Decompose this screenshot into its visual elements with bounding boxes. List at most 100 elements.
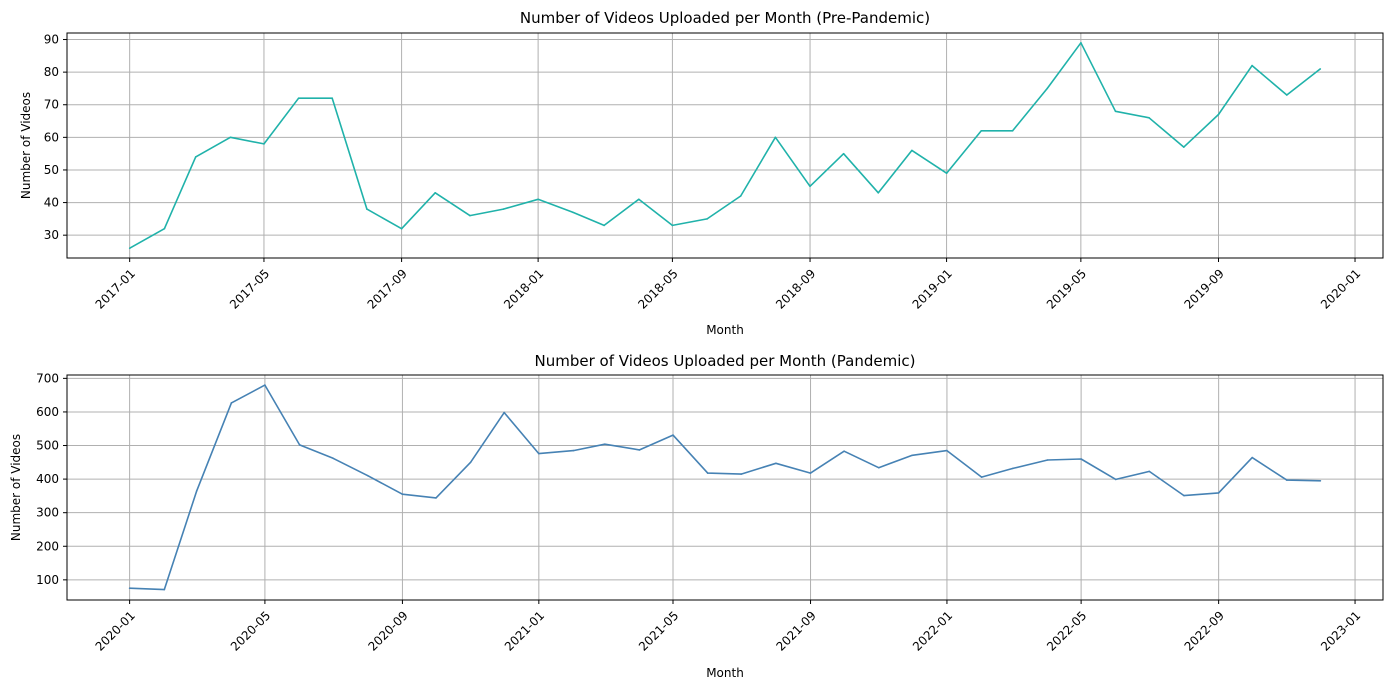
data-point — [775, 462, 777, 465]
data-point — [1148, 470, 1151, 473]
data-point — [1251, 456, 1253, 459]
y-axis-label: Number of Videos — [19, 92, 33, 199]
data-point — [128, 247, 131, 249]
x-tick-label: 2021-05 — [636, 608, 681, 653]
y-tick-label: 400 — [36, 472, 59, 486]
data-point — [877, 192, 880, 194]
data-point — [195, 490, 198, 492]
data-point — [538, 452, 540, 455]
data-point — [945, 172, 948, 174]
data-point — [1217, 113, 1220, 116]
data-point — [263, 143, 265, 145]
chart-pre-pandemic: 30 40 50 60 70 80 90 2017-01 2017-05 2017-09 2018-… — [19, 9, 1384, 337]
x-tick-label: 2018-09 — [773, 266, 818, 311]
data-point — [739, 195, 742, 197]
y-tick-label: 100 — [36, 573, 59, 587]
data-point — [1251, 64, 1253, 67]
data-point — [672, 434, 674, 436]
y-tick-label: 50 — [44, 163, 59, 177]
data-point — [1286, 94, 1288, 96]
data-point — [502, 208, 505, 210]
x-tick-label: 2018-01 — [501, 266, 546, 311]
data-point — [572, 211, 574, 214]
data-point — [332, 457, 334, 460]
data-point — [163, 588, 166, 591]
data-point — [603, 224, 605, 227]
data-point — [946, 449, 948, 452]
y-tick-label: 600 — [36, 405, 59, 419]
x-tick-label: 2022-01 — [910, 608, 955, 653]
data-point — [469, 214, 471, 217]
data-point — [877, 466, 880, 469]
data-point — [842, 152, 845, 155]
data-point — [1114, 110, 1117, 113]
data-point — [774, 136, 777, 139]
y-tick-label: 500 — [36, 439, 59, 453]
series-line — [129, 41, 1321, 249]
data-point — [503, 411, 506, 414]
data-point — [298, 444, 301, 446]
data-point — [331, 97, 334, 99]
data-point — [1183, 494, 1185, 497]
data-point — [1319, 480, 1322, 482]
data-point — [400, 227, 403, 230]
x-tick-label: 2023-01 — [1318, 608, 1363, 653]
x-axis-label: Month — [706, 323, 744, 337]
data-point — [809, 472, 812, 474]
data-point — [706, 472, 709, 474]
series-line — [129, 384, 1321, 591]
data-point — [740, 473, 742, 475]
x-tick-label: 2019-09 — [1181, 266, 1226, 311]
x-tick-label: 2018-05 — [635, 266, 680, 311]
chart-pandemic: 100 200 300 400 500 600 700 2020-01 2020-05 2020-… — [9, 352, 1384, 680]
data-point — [128, 587, 131, 589]
y-tick-label: 70 — [44, 98, 59, 112]
x-tick-label: 2022-09 — [1182, 608, 1227, 653]
x-tick-label: 2020-09 — [365, 608, 410, 653]
y-tick-label: 30 — [44, 228, 59, 242]
data-point — [1183, 146, 1185, 148]
data-point — [163, 227, 166, 230]
y-tick-label: 90 — [44, 33, 59, 47]
data-point — [1046, 87, 1049, 90]
data-point — [1011, 130, 1014, 132]
axes-frame — [66, 32, 1384, 259]
chart-title: Number of Videos Uploaded per Month (Pan… — [535, 352, 916, 370]
data-point — [229, 136, 232, 139]
chart-title: Number of Videos Uploaded per Month (Pre… — [520, 9, 930, 27]
y-axis-label: Number of Videos — [9, 434, 23, 541]
x-tick-label: 2020-01 — [1318, 266, 1363, 311]
data-point — [537, 198, 539, 201]
data-point — [435, 497, 437, 499]
data-point — [572, 449, 575, 452]
data-point — [1148, 117, 1150, 119]
data-point — [367, 474, 369, 477]
x-tick-label: 2022-05 — [1044, 608, 1089, 653]
data-point — [297, 97, 300, 99]
x-tick-label: 2019-05 — [1044, 266, 1089, 311]
y-tick-label: 80 — [44, 65, 59, 79]
data-point — [1286, 479, 1288, 481]
data-point — [401, 493, 404, 496]
x-tick-label: 2020-05 — [228, 608, 273, 653]
data-point — [911, 454, 914, 457]
x-tick-label: 2017-09 — [365, 266, 410, 311]
data-point — [1080, 458, 1082, 460]
axes-frame — [66, 374, 1384, 601]
data-point — [366, 208, 368, 210]
data-point — [638, 449, 641, 451]
data-point — [194, 156, 197, 158]
x-tick-label: 2019-01 — [910, 266, 955, 311]
data-point — [671, 224, 674, 227]
x-axis-label: Month — [706, 666, 744, 680]
x-tick-label: 2021-01 — [502, 608, 547, 653]
data-point — [638, 198, 640, 201]
data-point — [1080, 42, 1082, 44]
data-point — [980, 130, 983, 132]
y-tick-label: 60 — [44, 130, 59, 144]
data-point — [1046, 459, 1049, 461]
x-tick-label: 2021-09 — [774, 608, 819, 653]
x-tick-label: 2017-05 — [227, 266, 272, 311]
data-point — [980, 476, 983, 478]
